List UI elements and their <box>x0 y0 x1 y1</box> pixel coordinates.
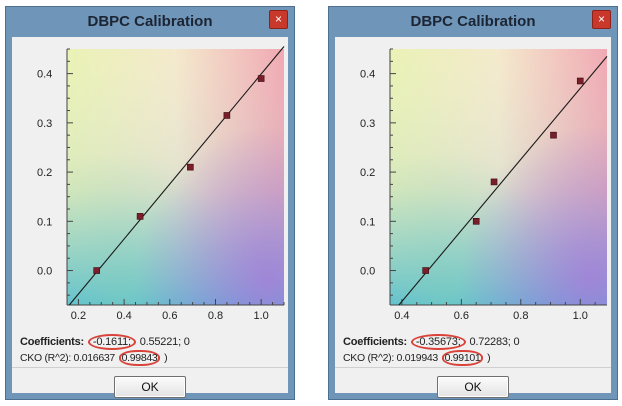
title-bar[interactable]: DBPC Calibration × <box>6 7 294 37</box>
title-bar[interactable]: DBPC Calibration × <box>329 7 617 37</box>
close-button[interactable]: × <box>592 10 611 29</box>
calibration-plot-svg: 0.0 0.1 0.2 0.3 0.4 0.4 0.6 0.8 1.0 <box>360 48 608 322</box>
cko-close-paren: ) <box>164 352 168 364</box>
x-tick-label: 1.0 <box>254 310 269 322</box>
y-tick-label: 0.1 <box>360 216 375 228</box>
dialog-client-area: 0.0 0.1 0.2 0.3 0.4 0.4 0.6 0.8 1.0 Coefficients… <box>335 37 613 398</box>
x-tick-label: 0.4 <box>394 310 409 322</box>
y-tick-label: 0.2 <box>360 167 375 179</box>
r-squared-highlight: 0.99101 <box>441 350 484 366</box>
data-point <box>490 178 498 186</box>
cko-value: CKO (R^2): 0.016637 <box>20 352 115 364</box>
cko-line: CKO (R^2): 0.019943 0.99101 ) <box>343 350 491 366</box>
data-point <box>576 77 584 85</box>
dialog-title: DBPC Calibration <box>87 13 213 30</box>
fit-line <box>398 56 608 306</box>
calibration-plot: 0.0 0.1 0.2 0.3 0.4 0.4 0.6 0.8 1.0 <box>335 37 613 327</box>
x-tick-label: 0.6 <box>162 310 177 322</box>
cko-value: CKO (R^2): 0.019943 <box>343 352 438 364</box>
y-tick-label: 0.1 <box>37 216 52 228</box>
data-point <box>93 267 100 274</box>
y-tick-label: 0.4 <box>360 69 375 81</box>
cko-close-paren: ) <box>487 352 491 364</box>
x-tick-label: 0.8 <box>208 310 223 322</box>
coefficients-line: Coefficients: -0.1611; 0.55221; 0 <box>20 334 190 350</box>
y-tick-label: 0.3 <box>37 118 52 130</box>
coefficients-line: Coefficients: -0.35673; 0.72283; 0 <box>343 334 520 350</box>
plot-background-tint <box>390 49 607 305</box>
data-point <box>472 218 480 225</box>
x-tick-label: 0.6 <box>454 310 469 322</box>
y-tick-label: 0.2 <box>37 167 52 179</box>
ok-button[interactable]: OK <box>114 376 186 398</box>
x-tick-label: 0.4 <box>116 310 131 322</box>
coefficient-values: 0.55221; 0 <box>139 336 190 348</box>
data-point <box>422 267 429 274</box>
data-point <box>550 131 557 139</box>
dialog-client-area: 0.0 0.1 0.2 0.3 0.4 0.2 0.4 0.6 0.8 1.0 Coefficie… <box>12 37 290 398</box>
cko-line: CKO (R^2): 0.016637 0.99843 ) <box>20 350 168 366</box>
y-tick-label: 0.3 <box>360 118 375 130</box>
data-point <box>136 213 144 220</box>
coefficients-label: Coefficients: <box>20 336 85 348</box>
x-tick-label: 0.8 <box>513 310 528 322</box>
ok-button[interactable]: OK <box>437 376 509 398</box>
calibration-plot-svg: 0.0 0.1 0.2 0.3 0.4 0.2 0.4 0.6 0.8 1.0 <box>37 46 285 322</box>
calibration-dialog-right: DBPC Calibration × 0.0 0.1 0.2 0.3 0.4 0.4 0.6… <box>328 6 618 400</box>
coefficient-highlight: -0.1611; <box>87 334 136 350</box>
dialog-title: DBPC Calibration <box>410 13 536 30</box>
data-point <box>187 163 194 171</box>
calibration-plot: 0.0 0.1 0.2 0.3 0.4 0.2 0.4 0.6 0.8 1.0 <box>12 37 290 327</box>
x-tick-label: 0.2 <box>71 310 86 322</box>
close-icon: × <box>274 12 282 26</box>
dialog-footer: OK <box>12 367 288 398</box>
y-tick-label: 0.0 <box>37 266 52 278</box>
y-tick-label: 0.4 <box>37 69 52 81</box>
r-squared-highlight: 0.99843 <box>118 350 161 366</box>
data-point <box>223 112 231 119</box>
coefficient-values: 0.72283; 0 <box>469 336 520 348</box>
coefficients-label: Coefficients: <box>343 336 408 348</box>
dialog-footer: OK <box>335 367 611 398</box>
coefficient-highlight: -0.35673; <box>410 334 466 350</box>
close-button[interactable]: × <box>269 10 288 29</box>
x-tick-label: 1.0 <box>573 310 588 322</box>
close-icon: × <box>597 12 605 26</box>
calibration-dialog-left: DBPC Calibration × 0.0 0.1 0.2 0.3 0.4 0.2 0.4… <box>5 6 295 400</box>
data-point <box>257 75 265 82</box>
y-tick-label: 0.0 <box>360 266 375 278</box>
fit-line <box>68 46 285 306</box>
